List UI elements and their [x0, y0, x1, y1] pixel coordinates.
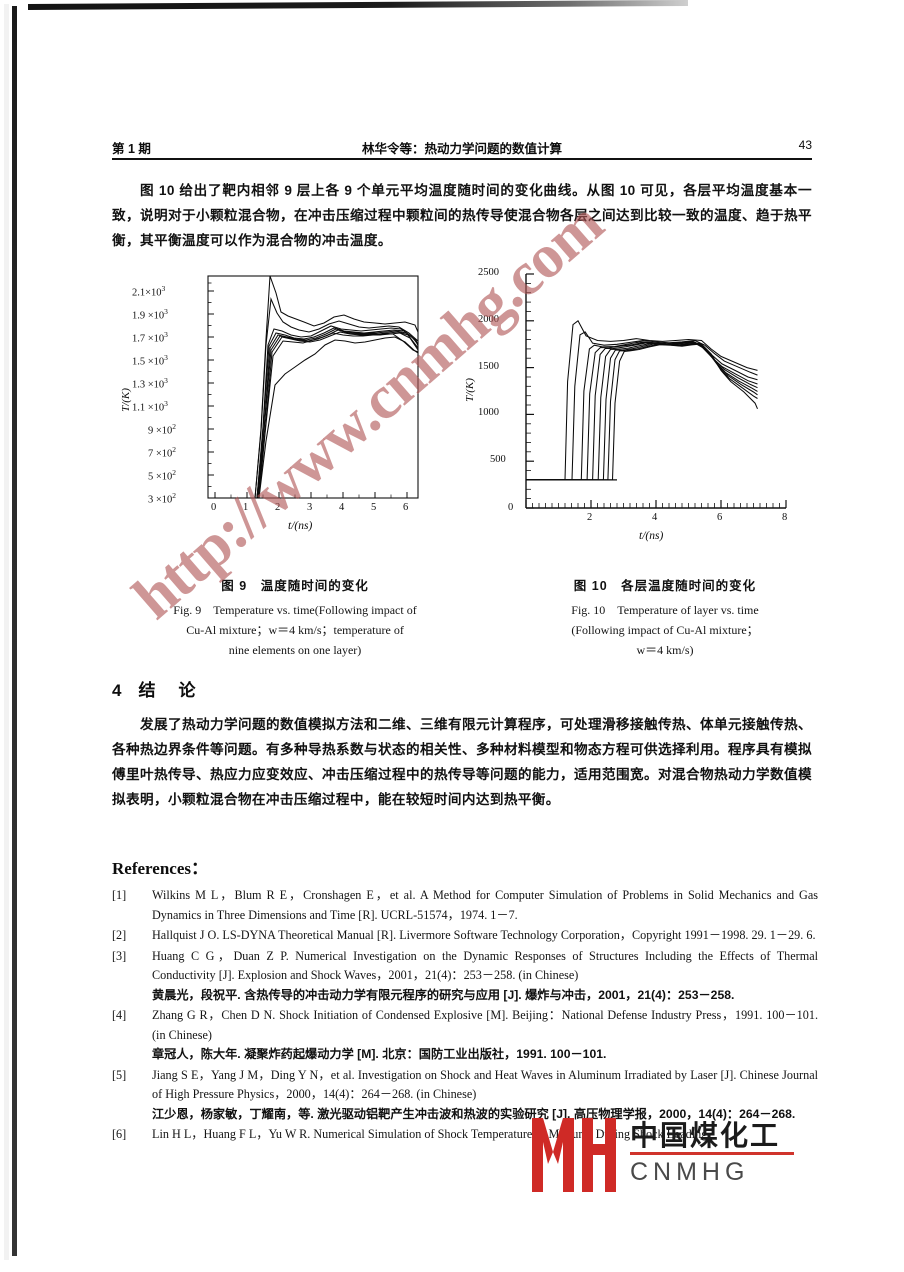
figure-9-caption-en: Fig. 9 Temperature vs. time(Following im… — [130, 600, 460, 660]
figure-9-caption: 图 9 温度随时间的变化 Fig. 9 Temperature vs. time… — [130, 575, 460, 660]
figure-9-xtick-6: 6 — [403, 502, 409, 513]
reference-number: [1] — [112, 888, 127, 902]
reference-text-cn: 江少恩，杨家敏，丁耀南，等. 激光驱动铝靶产生冲击波和热波的实验研究 [J]. … — [152, 1106, 796, 1121]
figure-10-ytick-1500: 1500 — [478, 361, 499, 372]
section-number: 4 — [112, 681, 125, 700]
figure-9-xtick-5: 5 — [371, 502, 377, 513]
reference-text: Jiang S E，Yang J M，Ding Y N，et al. Inves… — [152, 1067, 818, 1102]
figure-10-xtick-8: 8 — [782, 512, 788, 523]
section-title: 结 论 — [138, 681, 199, 700]
page-number: 43 — [798, 138, 812, 152]
reference-item: [4] Zhang G R，Chen D N. Shock Initiation… — [112, 1006, 818, 1065]
figure-9-caption-cn: 图 9 温度随时间的变化 — [221, 579, 369, 593]
figure-10-caption-en-line-2: (Following impact of Cu-Al mixture； — [571, 623, 759, 637]
running-head: 第 1 期 林华令等：热动力学问题的数值计算 43 — [112, 138, 812, 156]
figure-9-xtick-3: 3 — [307, 502, 313, 513]
figure-9-ytick-500: 5 ×102 — [148, 468, 177, 483]
figure-9-ytick-1700: 1.7 ×103 — [132, 330, 168, 345]
reference-number: [5] — [112, 1067, 127, 1082]
figure-9-ytick-1500: 1.5 ×103 — [132, 353, 168, 368]
figure-10-caption-cn: 图 10 各层温度随时间的变化 — [573, 579, 757, 593]
figure-9-caption-en-line-2: Cu-Al mixture；w＝4 km/s；temperature of — [186, 623, 404, 637]
reference-number: [2] — [112, 928, 127, 942]
figure-9-xtick-1: 1 — [243, 502, 249, 513]
section-heading: 4 结 论 — [112, 676, 198, 701]
scan-edge-artifact-top — [27, 0, 689, 11]
figure-10-ytick-0: 0 — [508, 502, 514, 513]
reference-text: Hallquist J O. LS-DYNA Theoretical Manua… — [152, 928, 816, 942]
scan-edge-artifact-outer — [4, 4, 9, 1260]
figure-10-ytick-2000: 2000 — [478, 314, 499, 325]
figure-9-svg — [207, 275, 419, 499]
reference-item: [2] Hallquist J O. LS-DYNA Theoretical M… — [112, 926, 818, 946]
reference-item: [6] Lin H L，Huang F L，Yu W R. Numerical … — [112, 1125, 818, 1145]
references-heading: References： — [112, 859, 208, 878]
reference-text-cn: 黄晨光，段祝平. 含热传导的冲击动力学有限元程序的研究与应用 [J]. 爆炸与冲… — [152, 987, 735, 1002]
header-rule — [112, 158, 812, 160]
figure-9-xtick-2: 2 — [275, 502, 281, 513]
figure-9-xtick-0: 0 — [211, 502, 217, 513]
figure-9-y-axis-label: T/(K) — [119, 388, 132, 412]
figure-9-caption-en-line-3: nine elements on one layer) — [228, 643, 362, 657]
figure-9-ytick-1100: 1.1 ×103 — [132, 399, 168, 414]
reference-number: [4] — [112, 1008, 127, 1022]
reference-item: [3] Huang C G，Duan Z P. Numerical Invest… — [112, 947, 818, 1006]
figure-10-caption-en-line-1: Fig. 10 Temperature of layer vs. time — [571, 603, 759, 617]
logo-english-text: CNMHG — [630, 1158, 750, 1186]
logo-rule — [630, 1152, 794, 1155]
reference-text-cn: 章冠人，陈大年. 凝聚炸药起爆动力学 [M]. 北京：国防工业出版社，1991.… — [152, 1047, 607, 1061]
figure-9-caption-en-line-1: Fig. 9 Temperature vs. time(Following im… — [173, 603, 417, 617]
figure-9-ytick-2100: 2.1×103 — [132, 284, 166, 299]
figure-10-svg — [525, 273, 787, 509]
figure-10-xtick-6: 6 — [717, 512, 723, 523]
figure-10-caption: 图 10 各层温度随时间的变化 Fig. 10 Temperature of l… — [500, 575, 830, 660]
reference-item: [5] Jiang S E，Yang J M，Ding Y N，et al. I… — [112, 1066, 818, 1125]
intro-paragraph: 图 10 给出了靶内相邻 9 层上各 9 个单元平均温度随时间的变化曲线。从图 … — [112, 183, 812, 248]
scan-edge-artifact-left — [12, 6, 17, 1256]
reference-item: [1] Wilkins M L，Blum R E，Cronshagen E，et… — [112, 886, 818, 925]
figure-9-plot: T/(K) — [120, 262, 430, 562]
figure-9-ytick-700: 7 ×102 — [148, 445, 177, 460]
figure-9-ytick-900: 9 ×102 — [148, 422, 177, 437]
reference-text: Huang C G，Duan Z P. Numerical Investigat… — [152, 948, 818, 983]
figures-row: T/(K) — [112, 262, 812, 562]
figure-10-x-axis-label: t/(ns) — [639, 530, 664, 542]
reference-number: [6] — [112, 1127, 127, 1141]
reference-text: Lin H L，Huang F L，Yu W R. Numerical Simu… — [152, 1127, 708, 1141]
running-title: 林华令等：热动力学问题的数值计算 — [361, 142, 562, 156]
figure-10-xtick-4: 4 — [652, 512, 658, 523]
figure-10-ytick-500: 500 — [490, 454, 506, 465]
reference-number: [3] — [112, 948, 127, 963]
reference-text: Wilkins M L，Blum R E，Cronshagen E，et al.… — [152, 888, 818, 922]
figure-10-caption-en-line-3: w＝4 km/s) — [636, 643, 694, 657]
figure-9-x-axis-label: t/(ns) — [288, 520, 313, 532]
conclusion-paragraph: 发展了热动力学问题的数值模拟方法和二维、三维有限元计算程序，可处理滑移接触传热、… — [112, 717, 812, 807]
figure-10-y-axis-label: T/(K) — [463, 378, 476, 402]
figure-10-caption-en: Fig. 10 Temperature of layer vs. time (F… — [500, 600, 830, 660]
issue-number: 第 1 期 — [112, 142, 151, 156]
figure-9-ytick-300: 3 ×102 — [148, 491, 177, 506]
figure-10-xtick-2: 2 — [587, 512, 593, 523]
figure-9-xtick-4: 4 — [339, 502, 345, 513]
references-list: [1] Wilkins M L，Blum R E，Cronshagen E，et… — [112, 886, 818, 1146]
figure-10-ytick-1000: 1000 — [478, 407, 499, 418]
figure-10-ytick-2500: 2500 — [478, 267, 499, 278]
reference-text: Zhang G R，Chen D N. Shock Initiation of … — [152, 1008, 818, 1042]
figure-10-plot: T/(K) — [464, 262, 794, 562]
figure-9-ytick-1300: 1.3 ×103 — [132, 376, 168, 391]
figure-9-ytick-1900: 1.9 ×103 — [132, 307, 168, 322]
